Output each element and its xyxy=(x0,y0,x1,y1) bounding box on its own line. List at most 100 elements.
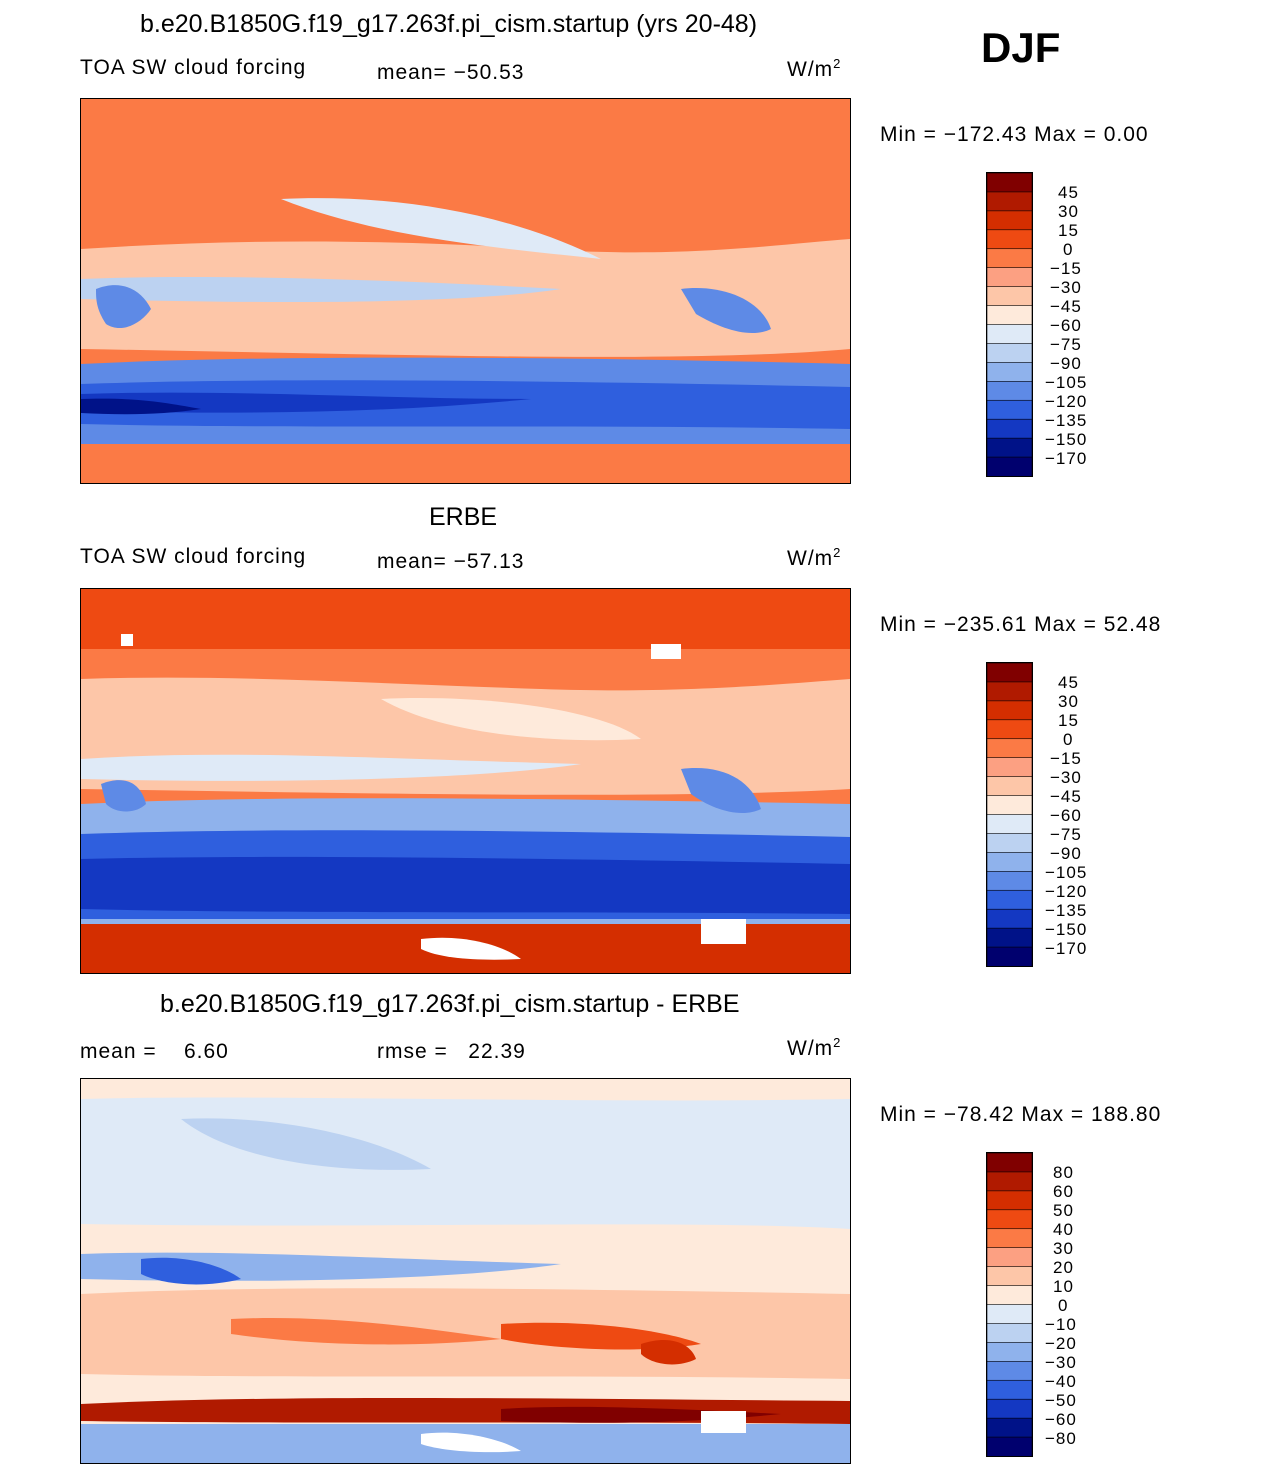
colorbar-swatch xyxy=(987,852,1032,873)
tick-label: −150 xyxy=(1045,430,1088,449)
tick-label: −105 xyxy=(1045,863,1088,882)
rmse-label: rmse = 22.39 xyxy=(377,1040,526,1063)
tick-label: −170 xyxy=(1045,449,1088,468)
tick-label: 45 xyxy=(1058,183,1079,202)
colorbar-swatch xyxy=(987,267,1032,288)
colorbar-swatch xyxy=(987,1171,1032,1192)
colorbar-swatch xyxy=(987,191,1032,212)
colorbar-swatch xyxy=(987,833,1032,854)
colorbar xyxy=(986,662,1033,967)
colorbar-swatch xyxy=(987,456,1032,476)
colorbar-swatch xyxy=(987,1417,1032,1438)
colorbar-swatch xyxy=(987,871,1032,892)
colorbar-swatch xyxy=(987,738,1032,759)
colorbar-swatch xyxy=(987,681,1032,702)
units-label: W/m2 xyxy=(787,545,842,570)
tick-label: 60 xyxy=(1053,1182,1074,1201)
tick-label: −75 xyxy=(1050,335,1082,354)
tick-label: 20 xyxy=(1053,1258,1074,1277)
mean-label: mean= −57.13 xyxy=(377,550,525,573)
colorbar-swatch xyxy=(987,437,1032,458)
panel-title: ERBE xyxy=(429,503,498,531)
colorbar-swatch xyxy=(987,173,1032,193)
colorbar-swatch xyxy=(987,1209,1032,1230)
colorbar-swatch xyxy=(987,343,1032,364)
units-label: W/m2 xyxy=(787,1035,842,1060)
map-diff xyxy=(80,1078,851,1464)
minmax-label: Min = −235.61 Max = 52.48 xyxy=(880,613,1162,636)
tick-label: −15 xyxy=(1050,259,1082,278)
tick-label: −50 xyxy=(1045,1391,1077,1410)
tick-label: −135 xyxy=(1045,411,1088,430)
colorbar-swatch xyxy=(987,795,1032,816)
tick-label: 80 xyxy=(1053,1163,1074,1182)
colorbar-swatch xyxy=(987,1153,1032,1173)
colorbar-swatch xyxy=(987,1323,1032,1344)
mean-label: mean = 6.60 xyxy=(80,1040,229,1063)
colorbar-swatches xyxy=(987,1153,1032,1456)
colorbar-swatch xyxy=(987,1228,1032,1249)
colorbar-swatch xyxy=(987,1379,1032,1400)
variable-label: TOA SW cloud forcing xyxy=(80,56,307,79)
tick-label: −90 xyxy=(1050,844,1082,863)
tick-label: −40 xyxy=(1045,1372,1077,1391)
colorbar-swatch xyxy=(987,324,1032,345)
tick-label: −20 xyxy=(1045,1334,1077,1353)
colorbar-swatch xyxy=(987,1266,1032,1287)
tick-label: −170 xyxy=(1045,939,1088,958)
colorbar-swatch xyxy=(987,1398,1032,1419)
tick-label: −30 xyxy=(1050,278,1082,297)
tick-label: −120 xyxy=(1045,392,1088,411)
tick-label: −45 xyxy=(1050,787,1082,806)
colorbar-swatch xyxy=(987,814,1032,835)
tick-label: −105 xyxy=(1045,373,1088,392)
colorbar xyxy=(986,1152,1033,1457)
colorbar-swatch xyxy=(987,381,1032,402)
colorbar-swatch xyxy=(987,1247,1032,1268)
tick-label: 50 xyxy=(1053,1201,1074,1220)
variable-label: TOA SW cloud forcing xyxy=(80,545,307,568)
tick-label: −75 xyxy=(1050,825,1082,844)
panel-title: b.e20.B1850G.f19_g17.263f.pi_cism.startu… xyxy=(140,10,758,38)
colorbar-swatch xyxy=(987,399,1032,420)
colorbar-swatches xyxy=(987,173,1032,476)
tick-label: 40 xyxy=(1053,1220,1074,1239)
tick-label: −10 xyxy=(1045,1315,1077,1334)
colorbar-swatch xyxy=(987,927,1032,948)
colorbar-swatch xyxy=(987,210,1032,231)
colorbar-swatch xyxy=(987,663,1032,683)
colorbar-swatch xyxy=(987,229,1032,250)
minmax-label: Min = −78.42 Max = 188.80 xyxy=(880,1103,1162,1126)
colorbar-swatch xyxy=(987,946,1032,966)
colorbar-swatch xyxy=(987,719,1032,740)
tick-label: 30 xyxy=(1058,202,1079,221)
colorbar-swatch xyxy=(987,889,1032,910)
tick-label: −60 xyxy=(1050,806,1082,825)
tick-label: 10 xyxy=(1053,1277,1074,1296)
mean-label: mean= −50.53 xyxy=(377,61,525,84)
tick-label: −15 xyxy=(1050,749,1082,768)
tick-label: −120 xyxy=(1045,882,1088,901)
map-model xyxy=(80,98,851,484)
tick-label: −90 xyxy=(1050,354,1082,373)
colorbar-swatch xyxy=(987,1285,1032,1306)
colorbar-swatch xyxy=(987,362,1032,383)
tick-label: −60 xyxy=(1050,316,1082,335)
colorbar-swatch xyxy=(987,286,1032,307)
tick-label: −135 xyxy=(1045,901,1088,920)
colorbar-swatch xyxy=(987,776,1032,797)
colorbar-swatch xyxy=(987,305,1032,326)
colorbar-swatch xyxy=(987,1361,1032,1382)
colorbar xyxy=(986,172,1033,477)
colorbar-swatch xyxy=(987,757,1032,778)
tick-label: −150 xyxy=(1045,920,1088,939)
tick-label: 30 xyxy=(1058,692,1079,711)
colorbar-swatch xyxy=(987,1436,1032,1456)
colorbar-swatch xyxy=(987,908,1032,929)
tick-label: −45 xyxy=(1050,297,1082,316)
tick-label: 0 xyxy=(1063,240,1074,259)
colorbar-swatch xyxy=(987,248,1032,269)
tick-label: 30 xyxy=(1053,1239,1074,1258)
tick-label: −30 xyxy=(1045,1353,1077,1372)
tick-label: −60 xyxy=(1045,1410,1077,1429)
